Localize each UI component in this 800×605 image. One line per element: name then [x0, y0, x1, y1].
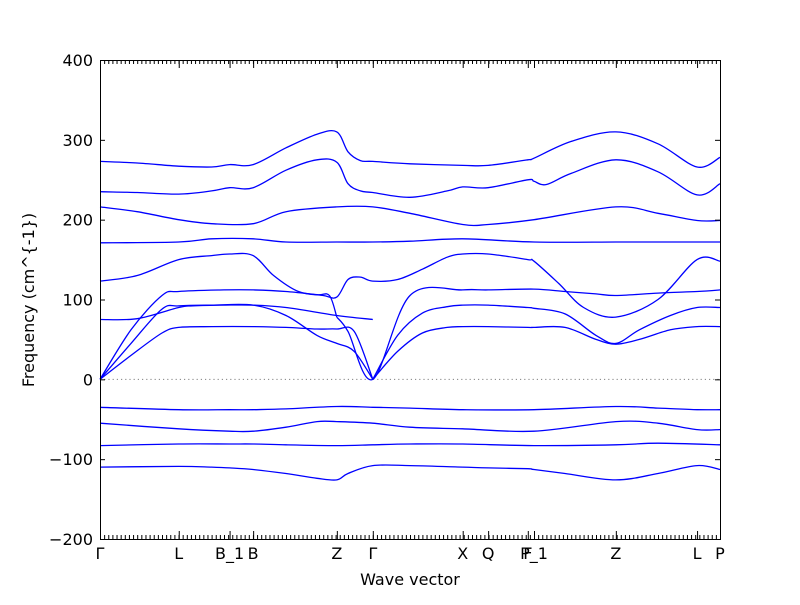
phonon-band-8 [372, 304, 721, 380]
y-tick-label: 200 [62, 211, 93, 230]
y-axis-label: Frequency (cm^{-1}) [19, 213, 38, 387]
phonon-band-10 [99, 289, 338, 380]
bands-layer [99, 129, 721, 481]
phonon-band-9 [99, 304, 373, 321]
x-tick-label: Z [331, 544, 342, 563]
x-tick-label: Γ [96, 544, 105, 563]
x-axis-label: Wave vector [360, 570, 460, 589]
phonon-band-4 [99, 405, 721, 411]
phonon-band-16 [99, 129, 721, 168]
x-tick-labels: Γ L B_1 B Z Γ X Q FP_1 Z L P [96, 544, 726, 564]
x-tick-label: P [715, 544, 725, 563]
phonon-band-2 [99, 442, 721, 447]
phonon-band-1 [99, 464, 721, 481]
phonon-band-12 [99, 252, 721, 318]
ticks-layer [100, 60, 721, 540]
x-tick-label: P_1 [520, 544, 548, 564]
y-tick-label: −100 [49, 450, 93, 469]
phonon-band-13 [99, 237, 720, 244]
plot-frame [100, 60, 721, 540]
y-tick-label: 300 [62, 131, 93, 150]
x-tick-label: F [523, 544, 532, 563]
x-tick-label: X [457, 544, 468, 563]
x-tick-label: L [693, 544, 702, 563]
phonon-band-14 [99, 205, 721, 227]
x-tick-label: Q [482, 544, 495, 563]
y-tick-labels: 400 300 200 100 0 −100 −200 [49, 51, 93, 549]
phonon-band-5 [99, 325, 374, 380]
y-tick-label: −200 [49, 530, 93, 549]
phonon-band-11 [336, 286, 721, 381]
x-tick-label: Γ [368, 544, 377, 563]
y-tick-label: 0 [83, 370, 93, 389]
phonon-band-15 [99, 158, 721, 198]
phonon-band-6 [99, 303, 374, 380]
y-tick-label: 400 [62, 51, 93, 70]
phonon-band-7 [372, 325, 721, 380]
phonon-band-3 [99, 420, 721, 433]
x-tick-label: L [174, 544, 183, 563]
x-tick-label: B [248, 544, 259, 563]
x-tick-label: Z [610, 544, 621, 563]
y-tick-label: 100 [62, 291, 93, 310]
x-tick-label: B_1 [215, 544, 244, 564]
